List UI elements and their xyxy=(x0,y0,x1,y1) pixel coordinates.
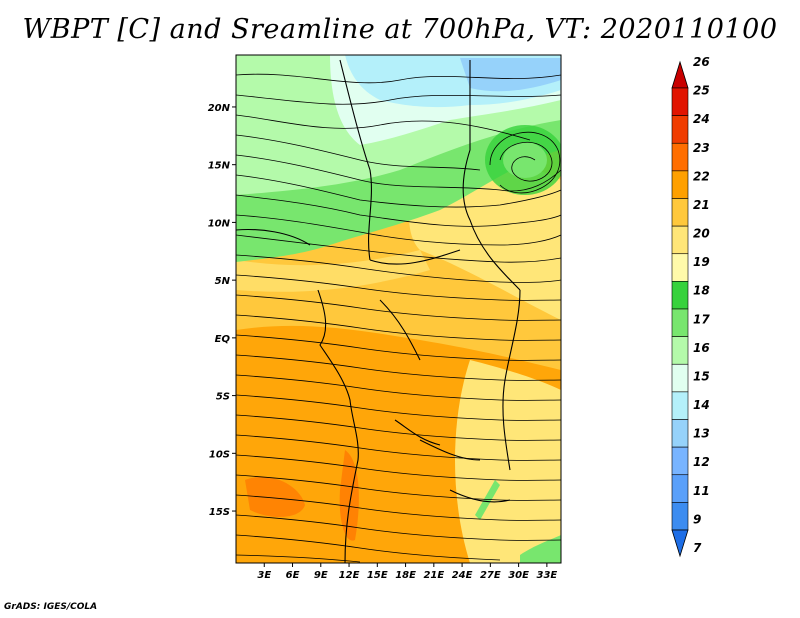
lat-tick-label: 20N xyxy=(208,103,231,114)
colorbar-label: 23 xyxy=(693,141,710,155)
colorbar-box xyxy=(671,115,689,144)
lon-tick-label: 18E xyxy=(395,570,416,581)
colorbar-label: 24 xyxy=(693,112,710,126)
colorbar-label: 12 xyxy=(693,455,710,469)
colorbar-box xyxy=(671,446,689,476)
lon-tick-label: 3E xyxy=(257,570,271,581)
chart-title: WBPT [C] and Sreamline at 700hPa, VT: 20… xyxy=(22,14,778,45)
colorbar-label: 11 xyxy=(693,484,710,498)
lon-labels: 3E 6E 9E 12E 15E 18E 21E 24E 27E 30E 33E xyxy=(257,570,557,581)
colorbar-label: 16 xyxy=(693,341,710,355)
colorbar-label: 21 xyxy=(693,198,710,212)
colorbar-box xyxy=(671,142,689,172)
colorbar-label: 25 xyxy=(693,84,710,98)
colorbar-label: 19 xyxy=(693,255,710,269)
colorbar-box xyxy=(671,391,689,420)
colorbar-top-arrow xyxy=(671,60,689,89)
colorbar-box xyxy=(671,419,689,448)
colorbar-label: 22 xyxy=(693,169,710,183)
colorbar-box xyxy=(671,363,689,393)
colorbar-label: 15 xyxy=(693,369,710,383)
colorbar-label: 17 xyxy=(693,312,710,326)
lon-tick-label: 21E xyxy=(423,570,444,581)
colorbar-box xyxy=(671,87,689,116)
lon-tick-label: 24E xyxy=(452,570,473,581)
lon-tick-label: 12E xyxy=(339,570,360,581)
lat-tick-label: EQ xyxy=(215,334,231,345)
lon-tick-label: 33E xyxy=(536,570,557,581)
colorbar-bottom-arrow xyxy=(671,529,689,558)
axis-ticks xyxy=(232,106,548,567)
colorbar-label: 13 xyxy=(693,427,710,441)
colorbar-label: 18 xyxy=(693,284,710,298)
lon-tick-label: 6E xyxy=(286,570,300,581)
lat-labels: 20N 15N 10N 5N EQ 5S 10S 15S xyxy=(208,103,231,518)
country-borders xyxy=(236,59,521,563)
colorbar-box xyxy=(671,336,689,365)
colorbar-box xyxy=(671,281,689,310)
colorbar-label: 7 xyxy=(693,541,702,555)
colorbar-box xyxy=(671,198,689,227)
lon-tick-label: 27E xyxy=(480,570,501,581)
colorbar-box xyxy=(671,225,689,255)
lon-tick-label: 15E xyxy=(367,570,388,581)
lat-tick-label: 5S xyxy=(216,392,230,403)
colorbar-box xyxy=(671,474,689,503)
colorbar-label: 9 xyxy=(693,512,701,526)
colorbar-box xyxy=(671,170,689,199)
lat-tick-label: 15N xyxy=(208,161,231,172)
wbpt-field xyxy=(236,55,561,563)
lat-tick-label: 15S xyxy=(209,507,230,518)
colorbar-label: 26 xyxy=(693,55,710,69)
colorbar-label: 14 xyxy=(693,398,710,412)
colorbar-label: 20 xyxy=(693,227,710,241)
lat-tick-label: 10S xyxy=(209,449,230,460)
colorbar: 7 9 11 12 13 14 15 16 17 18 19 20 21 22 23 24 25 26 xyxy=(671,55,710,558)
lon-tick-label: 9E xyxy=(314,570,328,581)
streamlines xyxy=(236,73,561,563)
colorbar-box xyxy=(671,308,689,337)
lon-tick-label: 30E xyxy=(508,570,529,581)
lat-tick-label: 5N xyxy=(215,276,231,287)
grads-credit: GrADS: IGES/COLA xyxy=(4,602,98,612)
lat-tick-label: 10N xyxy=(208,218,231,229)
map-frame xyxy=(235,54,562,564)
colorbar-box xyxy=(671,502,689,531)
colorbar-box xyxy=(671,253,689,282)
